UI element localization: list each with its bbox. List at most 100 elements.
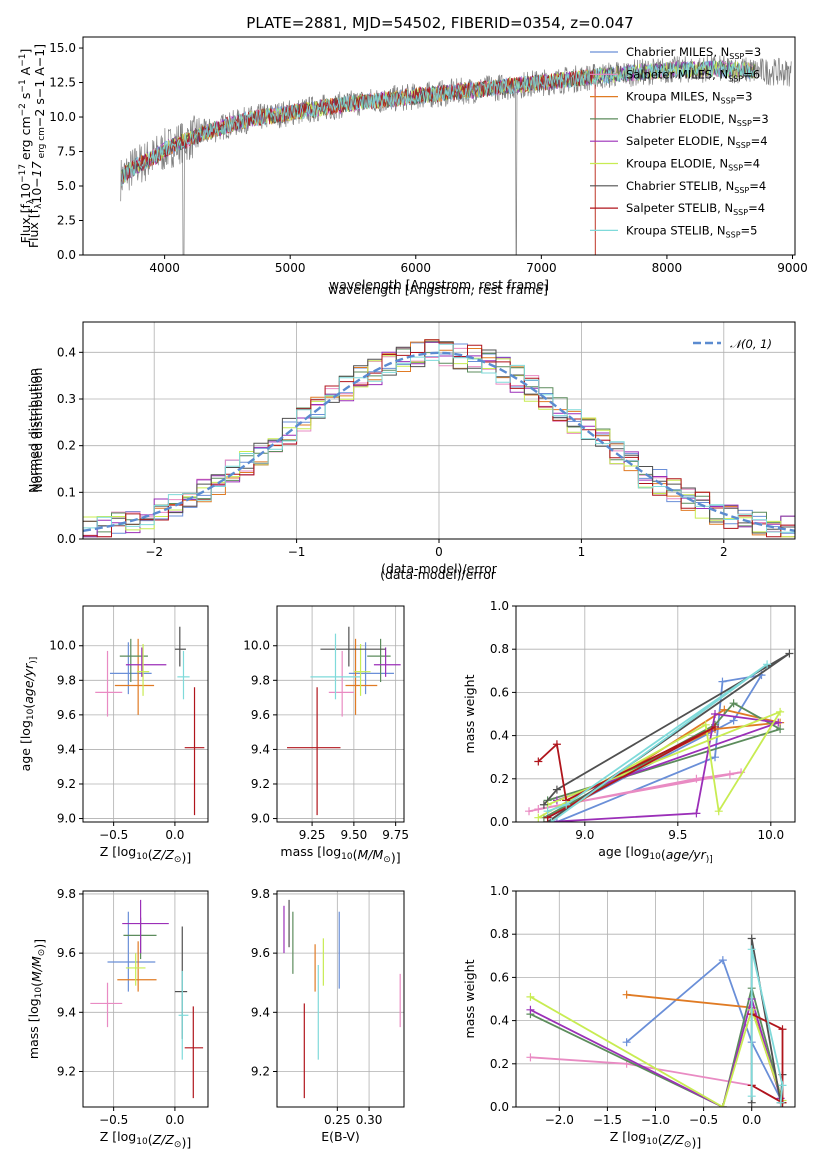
weight-point-marker xyxy=(778,1025,787,1034)
weight-point-marker xyxy=(539,800,548,809)
y-tick-label: 9.6 xyxy=(57,708,76,722)
y-tick-label: 10.0 xyxy=(49,110,76,124)
y-tick-label: 0.4 xyxy=(490,1014,509,1028)
spectrum-x-label: wavelength [Angstrom, rest frame] xyxy=(328,282,548,297)
y-axis-label: Flux [fλ10−17 erg cm−2 s−1 A−1] xyxy=(26,44,47,248)
y-tick-label: 0.0 xyxy=(490,815,509,829)
y-tick-label: 2.5 xyxy=(57,214,76,228)
x-tick-label: −1.5 xyxy=(593,1113,622,1127)
weight-point-marker xyxy=(776,707,785,716)
y-tick-label: 7.5 xyxy=(57,145,76,159)
plot-body xyxy=(525,649,794,822)
legend-entry: Kroupa MILES, NSSP=3 xyxy=(626,90,752,106)
y-axis-label: mass weight xyxy=(462,674,477,753)
mass-vs-metallicity-panel: −0.5 0.0 9.2 9.4 9.6 9.8 Z [log10(Z/Z⊙)] mass [… xyxy=(26,887,209,1150)
x-tick-label: −2.0 xyxy=(545,1113,574,1127)
weight-point-marker xyxy=(552,740,561,749)
model-spectrum-line xyxy=(121,60,756,186)
x-tick-label: 9.25 xyxy=(299,828,326,842)
plot-body xyxy=(287,626,401,816)
weight-series-line xyxy=(750,949,784,1103)
legend-entry: Chabrier ELODIE, NSSP=3 xyxy=(626,112,769,128)
spectrum-y-label: Flux [fλ10−17 erg cm−2 s−1 A−1] xyxy=(18,49,36,244)
y-tick-label: 9.8 xyxy=(251,673,270,687)
weight-point-marker xyxy=(526,1005,535,1014)
weight-series-line xyxy=(751,1013,784,1105)
mass-vs-extinction-panel: 0.25 0.30 9.2 9.4 9.6 9.8 E(B-V) xyxy=(251,887,405,1144)
y-tick-label: 9.2 xyxy=(57,1064,76,1078)
y-tick-label: 9.2 xyxy=(251,777,270,791)
weight-point-marker xyxy=(747,934,756,943)
x-tick-label: 0.0 xyxy=(165,1113,184,1127)
normal-distribution-curve xyxy=(83,351,795,532)
y-tick-label: 0.2 xyxy=(490,1057,509,1071)
x-tick-label: 0.25 xyxy=(324,1113,351,1127)
age-vs-metallicity-panel: −0.5 0.0 9.0 9.2 9.4 9.6 9.8 10.0 Z [log10(Z/Z⊙)… xyxy=(18,605,209,865)
x-tick-label: 4000 xyxy=(149,261,180,275)
y-axis-label: mass [log10(M/M⊙)] xyxy=(26,939,47,1059)
y-tick-label: 0.4 xyxy=(490,729,509,743)
y-tick-label: 0.2 xyxy=(57,439,76,453)
y-tick-label: 0.4 xyxy=(57,345,76,359)
x-tick-label: 9.75 xyxy=(382,828,409,842)
y-tick-label: 0.1 xyxy=(57,485,76,499)
weight-series-line xyxy=(543,652,790,822)
axes-frame xyxy=(276,890,405,1108)
x-tick-label: 5000 xyxy=(275,261,306,275)
weight-point-marker xyxy=(776,1098,785,1107)
weight-series-line xyxy=(530,987,784,1107)
y-tick-label: 9.4 xyxy=(57,742,76,756)
plot-body xyxy=(283,899,401,1099)
weight-point-marker xyxy=(729,699,738,708)
x-axis-label: mass [log10(M/M⊙)] xyxy=(280,844,400,865)
weight-series-line xyxy=(547,663,768,822)
weight-vs-age-panel: 9.0 9.5 10.0 0.0 0.2 0.4 0.6 0.8 1.0 age [log10(a… xyxy=(462,599,796,865)
y-tick-label: 9.4 xyxy=(251,742,270,756)
x-axis-label: E(B-V) xyxy=(321,1129,360,1144)
weight-point-marker xyxy=(776,725,785,734)
grid-lines xyxy=(277,606,404,822)
weight-point-marker xyxy=(725,770,734,779)
residuals-y-label: Normed distribution xyxy=(30,368,45,493)
weight-point-marker xyxy=(747,1092,756,1101)
y-axis-label: mass weight xyxy=(462,959,477,1038)
weight-point-marker xyxy=(622,990,631,999)
legend-entry: Salpeter STELIB, NSSP=4 xyxy=(626,201,765,217)
y-tick-label: 9.6 xyxy=(251,946,270,960)
y-tick-label: 9.4 xyxy=(57,1005,76,1019)
spectrum-title: PLATE=2881, MJD=54502, FIBERID=0354, z=0… xyxy=(246,14,633,32)
x-tick-label: 9.50 xyxy=(341,828,368,842)
weight-point-marker xyxy=(526,992,535,1001)
weight-series-line xyxy=(626,993,784,1103)
x-tick-label: 9.5 xyxy=(668,828,687,842)
weight-series-line xyxy=(529,996,784,1107)
weight-point-marker xyxy=(552,818,561,822)
y-tick-label: 9.2 xyxy=(57,777,76,791)
plot-body xyxy=(120,55,792,255)
x-tick-label: −0.5 xyxy=(99,828,128,842)
y-tick-label: 9.2 xyxy=(251,1064,270,1078)
residuals-plot-area: −2 −1 0 1 2 0.0 0.1 0.2 0.3 0.4 (data-model)/error… xyxy=(26,321,796,576)
spectrum-plot-area: 4000 5000 6000 7000 8000 9000 0.0 2.5 5.0 7.5 10.0… xyxy=(26,36,808,292)
weight-point-marker xyxy=(534,805,543,814)
x-tick-label: −2 xyxy=(145,545,163,559)
weight-point-marker xyxy=(763,660,772,669)
y-tick-label: 0.6 xyxy=(490,685,509,699)
spectrum-panel: PLATE=2881, MJD=54502, FIBERID=0354, z=0… xyxy=(18,14,808,297)
weight-point-marker xyxy=(534,813,543,822)
y-tick-label: 0.6 xyxy=(490,970,509,984)
weight-point-marker xyxy=(714,807,723,816)
residuals-panel: −2 −1 0 1 2 0.0 0.1 0.2 0.3 0.4 (data-model)/error… xyxy=(26,321,796,582)
y-tick-label: 0.0 xyxy=(490,1100,509,1114)
legend-entry: Chabrier MILES, NSSP=3 xyxy=(626,45,761,61)
x-axis-label: wavelength [Angstrom, rest frame] xyxy=(329,277,549,292)
weight-point-marker xyxy=(718,1103,727,1107)
weight-point-marker xyxy=(622,1038,631,1047)
x-axis-label: Z [log10(Z/Z⊙)] xyxy=(100,1129,191,1150)
axes-frame xyxy=(82,605,209,823)
grid-lines xyxy=(83,606,208,822)
y-tick-label: 10.0 xyxy=(243,639,270,653)
y-tick-label: 0.0 xyxy=(57,248,76,262)
y-tick-label: 0.2 xyxy=(490,772,509,786)
legend-entry: 𝒩(0, 1) xyxy=(730,337,772,351)
